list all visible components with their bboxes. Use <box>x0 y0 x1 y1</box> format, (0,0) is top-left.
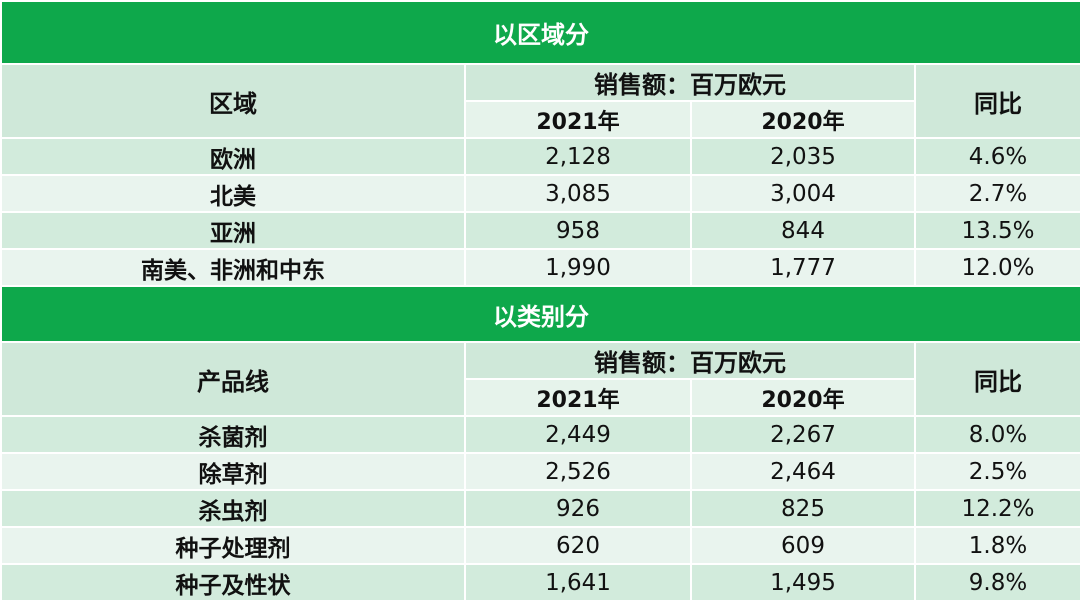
row-label: 除草剂 <box>0 452 466 491</box>
section-title: 以类别分 <box>0 285 1080 343</box>
table-row: 北美 3,085 3,004 2.7% <box>0 174 1080 213</box>
year-2020-header: 2020年 <box>690 100 916 139</box>
row-label: 杀虫剂 <box>0 489 466 528</box>
row-label: 种子及性状 <box>0 563 466 602</box>
yoy-value: 13.5% <box>914 211 1080 250</box>
yoy-header: 同比 <box>914 341 1080 417</box>
section-title: 以区域分 <box>0 0 1080 65</box>
value-2021: 926 <box>464 489 692 528</box>
row-label: 亚洲 <box>0 211 466 250</box>
year-2021-header: 2021年 <box>464 378 692 417</box>
table-row: 杀菌剂 2,449 2,267 8.0% <box>0 415 1080 454</box>
value-2020: 1,495 <box>690 563 916 602</box>
value-2021: 1,641 <box>464 563 692 602</box>
value-2021: 1,990 <box>464 248 692 287</box>
sales-header: 销售额：百万欧元 <box>464 341 916 380</box>
dimension-header: 区域 <box>0 63 466 139</box>
table-row: 杀虫剂 926 825 12.2% <box>0 489 1080 528</box>
value-2020: 609 <box>690 526 916 565</box>
value-2020: 1,777 <box>690 248 916 287</box>
table-row: 亚洲 958 844 13.5% <box>0 211 1080 250</box>
row-label: 欧洲 <box>0 137 466 176</box>
table-row: 南美、非洲和中东 1,990 1,777 12.0% <box>0 248 1080 287</box>
row-label: 南美、非洲和中东 <box>0 248 466 287</box>
value-2021: 620 <box>464 526 692 565</box>
value-2020: 844 <box>690 211 916 250</box>
yoy-value: 2.7% <box>914 174 1080 213</box>
value-2020: 2,267 <box>690 415 916 454</box>
value-2020: 3,004 <box>690 174 916 213</box>
table-row: 种子处理剂 620 609 1.8% <box>0 526 1080 565</box>
yoy-value: 12.2% <box>914 489 1080 528</box>
value-2021: 958 <box>464 211 692 250</box>
value-2020: 825 <box>690 489 916 528</box>
value-2020: 2,464 <box>690 452 916 491</box>
table-row: 欧洲 2,128 2,035 4.6% <box>0 137 1080 176</box>
value-2021: 2,526 <box>464 452 692 491</box>
value-2020: 2,035 <box>690 137 916 176</box>
sales-header: 销售额：百万欧元 <box>464 63 916 102</box>
yoy-value: 1.8% <box>914 526 1080 565</box>
yoy-value: 4.6% <box>914 137 1080 176</box>
yoy-header: 同比 <box>914 63 1080 139</box>
year-2021-header: 2021年 <box>464 100 692 139</box>
value-2021: 2,449 <box>464 415 692 454</box>
row-label: 北美 <box>0 174 466 213</box>
row-label: 种子处理剂 <box>0 526 466 565</box>
value-2021: 3,085 <box>464 174 692 213</box>
dimension-header: 产品线 <box>0 341 466 417</box>
year-2020-header: 2020年 <box>690 378 916 417</box>
yoy-value: 8.0% <box>914 415 1080 454</box>
yoy-value: 12.0% <box>914 248 1080 287</box>
yoy-value: 9.8% <box>914 563 1080 602</box>
row-label: 杀菌剂 <box>0 415 466 454</box>
value-2021: 2,128 <box>464 137 692 176</box>
yoy-value: 2.5% <box>914 452 1080 491</box>
table-row: 除草剂 2,526 2,464 2.5% <box>0 452 1080 491</box>
table-row: 种子及性状 1,641 1,495 9.8% <box>0 563 1080 602</box>
